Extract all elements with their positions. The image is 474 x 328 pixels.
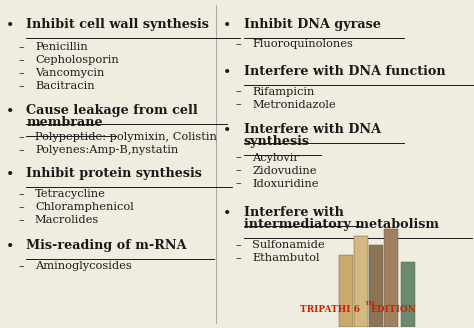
Text: –: –: [18, 81, 24, 91]
Text: Bacitracin: Bacitracin: [35, 81, 95, 91]
Bar: [369, 245, 383, 327]
Text: EDITION: EDITION: [371, 305, 417, 314]
Text: intermediatory metabolism: intermediatory metabolism: [244, 218, 438, 231]
Text: Inhibit cell wall synthesis: Inhibit cell wall synthesis: [27, 18, 209, 31]
Text: •: •: [223, 123, 231, 137]
Text: Mis-reading of m-RNA: Mis-reading of m-RNA: [27, 239, 187, 252]
Text: Metronidazole: Metronidazole: [252, 100, 336, 110]
Bar: [401, 261, 415, 327]
Text: Cause leakage from cell: Cause leakage from cell: [27, 104, 198, 117]
Bar: [354, 236, 368, 327]
Text: –: –: [18, 42, 24, 52]
Bar: [384, 229, 398, 327]
Text: •: •: [223, 206, 231, 220]
Text: •: •: [6, 104, 14, 118]
Text: Rifampicin: Rifampicin: [252, 87, 315, 97]
Text: –: –: [236, 87, 242, 97]
Text: Polyenes:Amp-B,nystatin: Polyenes:Amp-B,nystatin: [35, 145, 178, 155]
Text: •: •: [223, 65, 231, 79]
Text: Polypeptide: polymixin, Colistin: Polypeptide: polymixin, Colistin: [35, 133, 217, 142]
Text: Idoxuridine: Idoxuridine: [252, 179, 319, 189]
Text: –: –: [236, 166, 242, 175]
Text: Fluoroquinolones: Fluoroquinolones: [252, 39, 353, 49]
Text: synthesis: synthesis: [244, 135, 310, 148]
Text: –: –: [18, 145, 24, 155]
Text: –: –: [18, 202, 24, 212]
Text: –: –: [18, 133, 24, 142]
Text: Macrolides: Macrolides: [35, 215, 99, 225]
Text: –: –: [18, 189, 24, 199]
Text: Ethambutol: Ethambutol: [252, 254, 319, 263]
Text: •: •: [223, 18, 231, 31]
Text: Zidovudine: Zidovudine: [252, 166, 317, 175]
Text: Interfere with: Interfere with: [244, 206, 344, 219]
Text: –: –: [236, 240, 242, 250]
Text: TRIPATHI 6: TRIPATHI 6: [301, 305, 360, 314]
Text: Interfere with DNA function: Interfere with DNA function: [244, 65, 445, 78]
Text: membrane: membrane: [27, 116, 103, 129]
Text: •: •: [6, 239, 14, 253]
Text: Chloramphenicol: Chloramphenicol: [35, 202, 134, 212]
Text: –: –: [18, 261, 24, 271]
Text: Inhibit DNA gyrase: Inhibit DNA gyrase: [244, 18, 381, 31]
Text: Aminoglycosides: Aminoglycosides: [35, 261, 132, 271]
Text: –: –: [236, 39, 242, 49]
Text: –: –: [18, 68, 24, 78]
Text: Vancomycin: Vancomycin: [35, 68, 104, 78]
Text: –: –: [236, 153, 242, 163]
Text: TH: TH: [365, 301, 375, 306]
Text: Tetracycline: Tetracycline: [35, 189, 106, 199]
Text: –: –: [236, 179, 242, 189]
Text: –: –: [236, 100, 242, 110]
Text: Sulfonamide: Sulfonamide: [252, 240, 325, 250]
Text: •: •: [6, 167, 14, 181]
Text: –: –: [18, 215, 24, 225]
Text: –: –: [236, 254, 242, 263]
Bar: [339, 255, 353, 327]
Text: –: –: [18, 55, 24, 65]
Text: Interfere with DNA: Interfere with DNA: [244, 123, 381, 136]
Text: Inhibit protein synthesis: Inhibit protein synthesis: [27, 167, 202, 180]
Text: Penicillin: Penicillin: [35, 42, 88, 52]
Text: •: •: [6, 18, 14, 31]
Text: Acylovir: Acylovir: [252, 153, 299, 163]
Text: Cepholosporin: Cepholosporin: [35, 55, 118, 65]
